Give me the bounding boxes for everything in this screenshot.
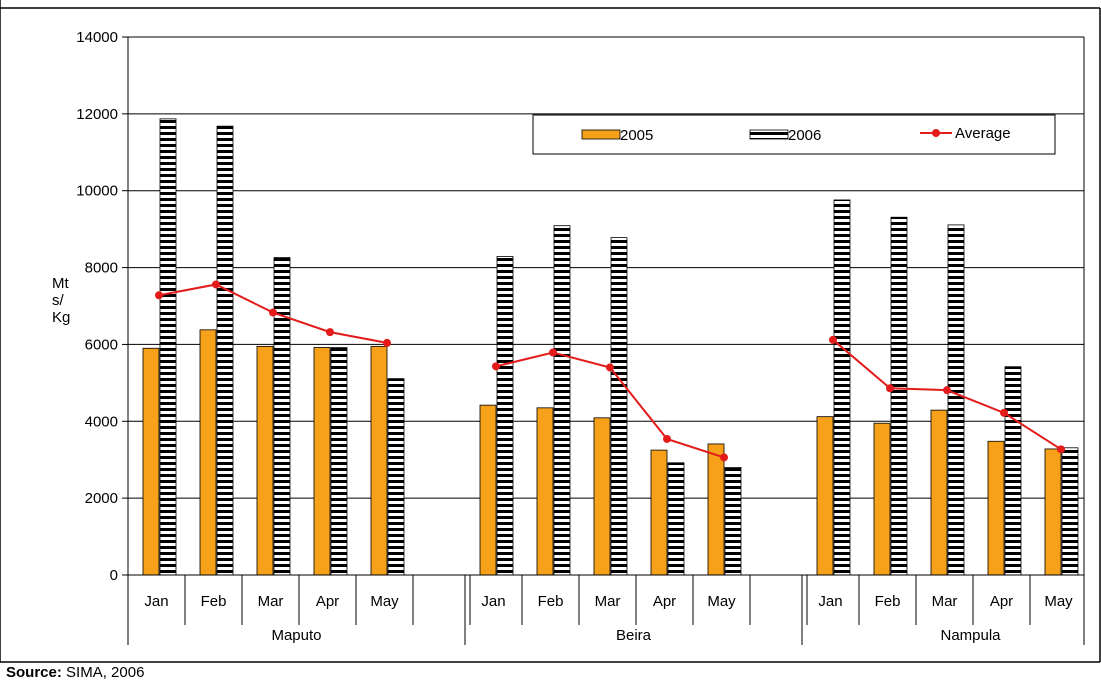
average-point [1057,445,1065,454]
x-category-label: Feb [875,593,901,610]
average-point [886,384,894,393]
x-group-label: Nampula [940,627,1001,644]
y-tick-label: 14000 [76,29,118,46]
average-point [829,335,837,344]
y-axis-label-line: s/ [52,292,65,309]
legend-label-2005: 2005 [620,127,653,144]
bar-2006 [947,224,965,576]
bar-2005 [256,345,274,576]
legend-swatch-2006 [749,129,789,140]
bar-2006 [1061,447,1079,576]
bar-2006 [1004,366,1022,576]
bar-2005 [313,347,331,576]
average-point [720,453,728,462]
average-point [212,280,220,289]
x-group-label: Beira [616,627,652,644]
average-point [606,363,614,372]
source-note: Source: SIMA, 2006 [6,664,144,682]
x-category-label: Jan [144,593,168,610]
x-category-label: May [1044,593,1073,610]
x-category-label: Jan [818,593,842,610]
source-text: SIMA, 2006 [66,664,145,681]
source-label: Source: [6,664,62,681]
average-point [269,308,277,317]
x-axis: Jan Feb Mar Apr May Maputo Jan Feb Mar Apr May Beir… [127,574,1085,645]
bar-2005 [199,329,217,576]
x-category-label: Mar [932,593,958,610]
average-point [1000,408,1008,417]
bar-2006 [833,199,851,576]
y-axis-label: Mts/Kg [52,275,70,326]
legend-label-average: Average [955,125,1011,142]
bar-2005 [479,404,497,576]
bar-2006 [724,466,742,576]
y-axis-label-line: Kg [52,309,70,326]
x-category-label: Apr [990,593,1013,610]
y-tick-label: 8000 [85,260,118,277]
bar-2006 [496,256,514,576]
x-category-label: Mar [258,593,284,610]
bar-2005 [650,449,668,576]
y-tick-label: 12000 [76,106,118,123]
x-group-label: Maputo [271,627,321,644]
bar-2006 [553,225,571,576]
average-point [326,328,334,337]
x-category-label: Feb [201,593,227,610]
x-category-label: Apr [653,593,676,610]
y-tick-label: 2000 [85,490,118,507]
x-category-label: Apr [316,593,339,610]
bar-2005 [930,409,948,576]
bar-2006 [890,216,908,576]
bar-2006 [667,462,685,576]
average-line-layer [155,280,1065,462]
average-point [492,362,500,371]
bar-2005 [987,440,1005,576]
y-axis-label-line: Mt [52,275,69,292]
bar-2005 [142,347,160,576]
average-point [943,386,951,395]
legend-average-marker [932,129,940,137]
bar-2005 [370,345,388,576]
bar-2006 [216,125,234,576]
bar-2006 [387,378,405,576]
bar-2006 [330,347,348,576]
bar-2006 [273,257,291,576]
y-axis: 0 2000 4000 6000 8000 10000 12000 14000 [76,29,1085,584]
x-category-label: May [370,593,399,610]
bars-layer [142,118,1079,576]
average-point [663,434,671,443]
bar-2006 [610,237,628,576]
average-point [383,338,391,347]
bar-2005 [816,416,834,576]
average-point [155,291,163,300]
y-tick-label: 0 [110,567,118,584]
bar-2005 [873,422,891,576]
x-category-label: May [707,593,736,610]
y-tick-label: 10000 [76,183,118,200]
bar-2005 [536,407,554,576]
legend: 2005 2006 Average [532,114,1056,155]
y-tick-label: 4000 [85,413,118,430]
bar-2005 [707,443,725,576]
bar-2005 [593,417,611,576]
bar-2005 [1044,448,1062,576]
bar-2006 [159,118,177,576]
x-category-label: Mar [595,593,621,610]
legend-label-2006: 2006 [788,127,821,144]
y-tick-label: 6000 [85,336,118,353]
x-category-label: Jan [481,593,505,610]
legend-swatch-2005 [581,129,621,140]
average-point [549,348,557,357]
x-category-label: Feb [538,593,564,610]
